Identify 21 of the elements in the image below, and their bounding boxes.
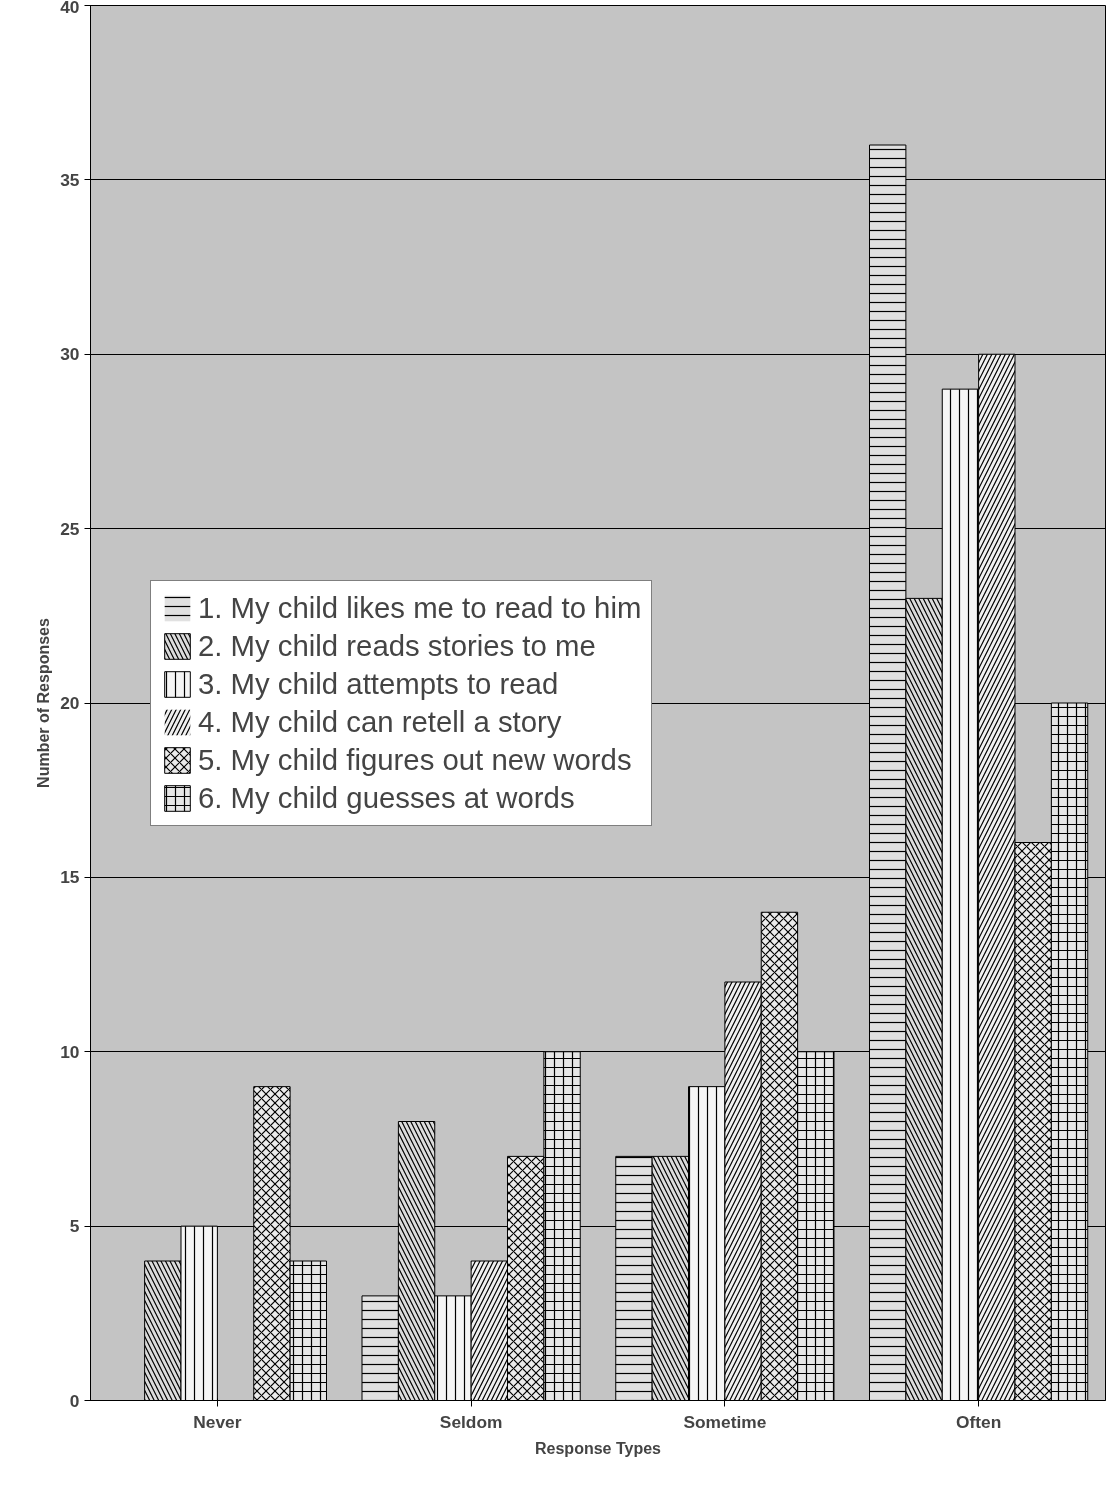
legend-label: 3. My child attempts to read (198, 666, 559, 701)
x-tick-label: Seldom (439, 1411, 503, 1432)
y-tick-label: 30 (60, 344, 80, 365)
x-tick-label: Sometime (683, 1411, 767, 1432)
x-tick-label: Never (193, 1411, 242, 1432)
y-axis-title: Number of Responses (35, 617, 53, 788)
legend-label: 2. My child reads stories to me (198, 628, 596, 663)
legend-label: 1. My child likes me to read to him (198, 590, 642, 625)
x-axis-title: Response Types (535, 1439, 662, 1457)
legend-label: 5. My child figures out new words (198, 742, 632, 777)
y-tick-label: 40 (60, 0, 80, 17)
y-tick-label: 20 (60, 693, 80, 713)
y-tick-label: 10 (60, 1041, 80, 1062)
y-tick-label: 25 (60, 518, 80, 539)
x-tick-label: Often (956, 1411, 1002, 1432)
legend-label: 6. My child guesses at words (198, 780, 575, 815)
y-tick-label: 15 (60, 867, 80, 888)
y-tick-label: 0 (69, 1390, 80, 1411)
y-tick-label: 35 (60, 169, 80, 190)
legend-label: 4. My child can retell a story (198, 704, 562, 739)
y-tick-label: 5 (69, 1216, 80, 1237)
